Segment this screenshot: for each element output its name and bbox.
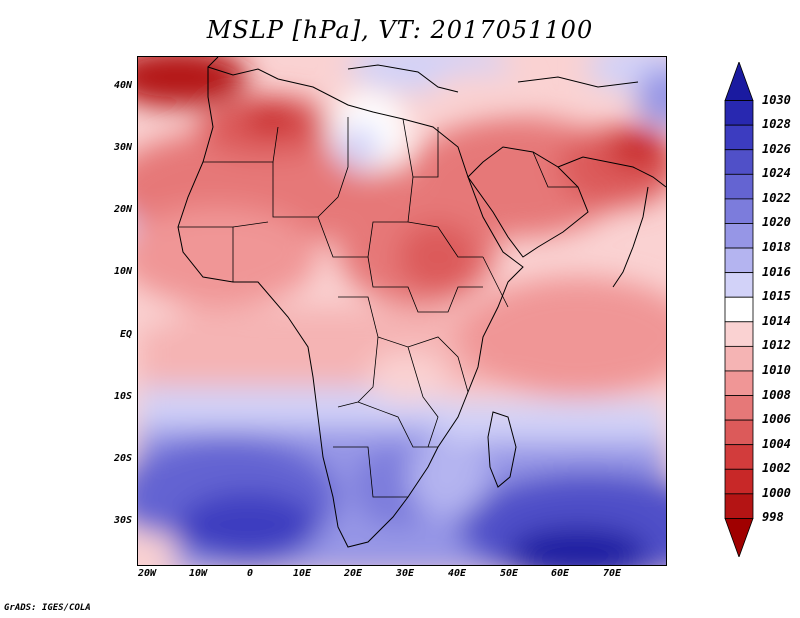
colorbar-label: 1030 [762,92,791,107]
lat-label-10n: 10N [113,266,132,277]
colorbar-cell [724,296,754,323]
colorbar-cell [724,444,754,470]
lon-label-20w: 20W [137,568,157,579]
colorbar-label: 1004 [762,436,791,451]
lat-label-20s: 20S [113,453,132,464]
colorbar-cell [724,272,754,298]
colorbar-label: 1002 [762,461,791,476]
colorbar-cell [724,468,754,495]
colorbar-cell [724,419,754,446]
colorbar-label: 1024 [762,166,791,181]
colorbar [724,62,754,557]
colorbar-cell [724,223,754,249]
lon-label-30e: 30E [395,568,415,579]
lon-label-10e: 10E [292,568,312,579]
colorbar-label: 1008 [762,387,791,402]
colorbar-label: 1015 [762,289,791,304]
lat-label-40n: 40N [113,80,132,91]
colorbar-cell [724,62,754,101]
colorbar-cell [724,345,754,372]
colorbar-cell [724,100,754,126]
lat-label-30n: 30N [113,142,132,153]
colorbar-label: 1018 [762,240,791,255]
colorbar-cell [724,370,754,396]
map-title: MSLP [hPa], VT: 2017051100 [206,16,594,44]
colorbar-label: 1006 [762,412,791,427]
colorbar-cell [724,395,754,421]
lon-label-20e: 20E [343,568,363,579]
lat-label-10s: 10S [113,391,132,402]
colorbar-label: 998 [762,510,784,525]
colorbar-cell [724,321,754,347]
lon-label-10w: 10W [188,568,208,579]
colorbar-label: 1000 [762,485,791,500]
lat-label-30s: 30S [113,515,132,526]
colorbar-label: 1022 [762,190,791,205]
colorbar-cell [724,149,754,175]
colorbar-label: 1010 [762,362,791,377]
colorbar-label: 1026 [762,141,791,156]
country-borders [178,117,578,498]
colorbar-label: 1028 [762,117,791,132]
colorbar-cell [724,247,754,274]
grads-credit: GrADS: IGES/COLA [4,603,91,613]
lon-label-40e: 40E [447,568,467,579]
colorbar-label: 1012 [762,338,791,353]
lat-label-eq: EQ [119,329,132,340]
colorbar-cell [724,198,754,224]
map-panel [137,56,667,566]
colorbar-label: 1020 [762,215,791,230]
lon-label-50e: 50E [499,568,519,579]
lon-label-0: 0 [246,568,254,579]
colorbar-cell [724,173,754,200]
colorbar-cell [724,518,754,557]
colorbar-cell [724,493,754,519]
colorbar-label: 1016 [762,264,791,279]
lon-label-70e: 70E [602,568,622,579]
pressure-map [138,57,666,565]
colorbar-label: 1014 [762,313,791,328]
colorbar-cell [724,124,754,151]
lon-label-60e: 60E [550,568,570,579]
lat-label-20n: 20N [113,204,132,215]
